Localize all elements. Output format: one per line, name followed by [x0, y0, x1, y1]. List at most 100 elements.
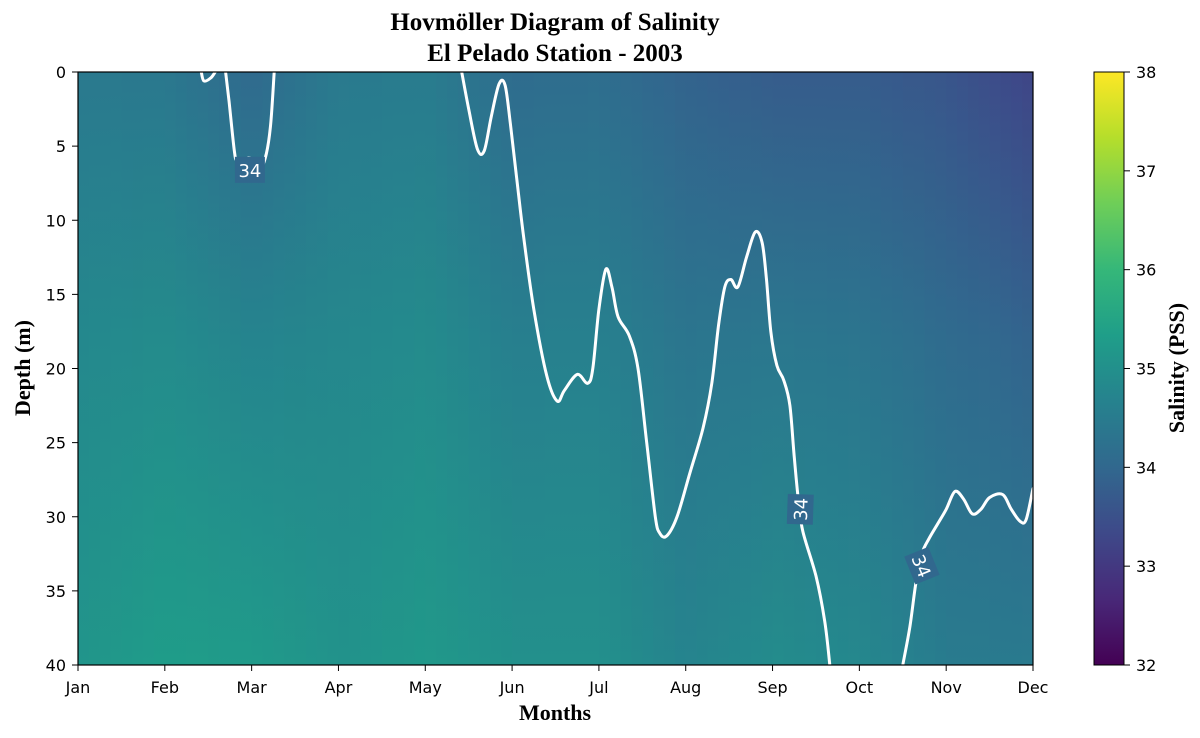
heatmap-column — [262, 72, 274, 665]
heatmap-column — [1000, 72, 1012, 665]
heatmap-column — [468, 72, 481, 665]
chart-title-line-2: El Pelado Station - 2003 — [427, 40, 683, 67]
heatmap-column — [1022, 72, 1033, 665]
heatmap-column — [609, 72, 622, 665]
x-tick-label: Nov — [931, 678, 962, 697]
heatmap-column — [783, 72, 795, 665]
heatmap-column — [381, 72, 394, 665]
heatmap-column — [848, 72, 860, 665]
heatmap-column — [338, 72, 350, 665]
contour-line-segment-3 — [460, 72, 832, 665]
heatmap-column — [544, 72, 557, 665]
y-tick-label: 20 — [46, 360, 66, 379]
heatmap-column — [132, 72, 144, 665]
chart-title-line-1: Hovmöller Diagram of Salinity — [390, 9, 720, 36]
heatmap-column — [946, 72, 958, 665]
x-tick-label: Sep — [757, 678, 787, 697]
heatmap-column — [436, 72, 448, 665]
heatmap-column — [881, 72, 893, 665]
heatmap-column — [121, 72, 133, 665]
heatmap-column — [815, 72, 828, 665]
heatmap-column — [924, 72, 936, 665]
y-tick-label: 35 — [46, 582, 66, 601]
heatmap-column — [761, 72, 774, 665]
heatmap-column — [577, 72, 589, 665]
heatmap-column — [957, 72, 969, 665]
heatmap-column — [555, 72, 567, 665]
x-tick-label: Jun — [499, 678, 525, 697]
heatmap-column — [219, 72, 231, 665]
heatmap-column — [392, 72, 405, 665]
heatmap-column — [696, 72, 709, 665]
heatmap-column — [371, 72, 383, 665]
x-tick-label: Aug — [670, 678, 701, 697]
heatmap-column — [414, 72, 426, 665]
heatmap-column — [186, 72, 198, 665]
heatmap-column — [490, 72, 502, 665]
x-tick-label: May — [409, 678, 442, 697]
heatmap-column — [913, 72, 926, 665]
contour-label-2: 34 — [786, 493, 814, 525]
heatmap-column — [327, 72, 340, 665]
x-tick-label: Feb — [151, 678, 179, 697]
heatmap-column — [978, 72, 991, 665]
heatmap-column — [99, 72, 112, 665]
heatmap-column — [360, 72, 372, 665]
heatmap-column — [837, 72, 850, 665]
heatmap-column — [653, 72, 665, 665]
heatmap-column — [750, 72, 763, 665]
colorbar-label: Salinity (PSS) — [1164, 303, 1189, 433]
heatmap-column — [251, 72, 264, 665]
heatmap-column — [164, 72, 177, 665]
heatmap-column — [598, 72, 611, 665]
heatmap-column — [88, 72, 101, 665]
heatmap-column — [989, 72, 1002, 665]
heatmap-column — [794, 72, 806, 665]
contour-label-mask — [234, 156, 265, 183]
heatmap-column — [522, 72, 535, 665]
y-tick-label: 5 — [56, 137, 66, 156]
colorbar — [1093, 71, 1125, 666]
heatmap-column — [349, 72, 361, 665]
x-axis-ticks: Jan Feb Mar Apr May Jun Jul Aug Sep Oct Nov Dec — [65, 665, 1049, 697]
x-tick-label: Dec — [1018, 678, 1049, 697]
heatmap-column — [664, 72, 676, 665]
heatmap-column — [446, 72, 459, 665]
contour-label-1: 34 — [234, 156, 265, 183]
heatmap-column — [501, 72, 513, 665]
colorbar-tick-label: 35 — [1136, 360, 1156, 379]
contour-label-text: 34 — [791, 498, 813, 522]
colorbar-ticks: 32 33 34 35 36 37 38 — [1124, 63, 1156, 675]
y-tick-label: 0 — [56, 63, 66, 82]
heatmap-column — [891, 72, 904, 665]
heatmap-column — [457, 72, 470, 665]
contour-label-mask — [786, 493, 814, 525]
heatmap-column — [110, 72, 123, 665]
heatmap-column — [826, 72, 839, 665]
x-tick-label: Jan — [65, 678, 91, 697]
heatmap-column — [718, 72, 730, 665]
heatmap-column — [316, 72, 329, 665]
x-tick-label: Oct — [846, 678, 874, 697]
heatmap-column — [153, 72, 166, 665]
y-tick-label: 40 — [46, 656, 66, 675]
colorbar-tick-label: 33 — [1136, 557, 1156, 576]
heatmap-column — [425, 72, 437, 665]
salinity-heatmap — [78, 72, 1033, 665]
contour-label-mask — [904, 546, 940, 585]
heatmap-column — [729, 72, 741, 665]
heatmap-column — [967, 72, 980, 665]
heatmap-column — [935, 72, 947, 665]
y-axis-ticks: 0 5 10 15 20 25 30 35 40 — [46, 63, 78, 675]
heatmap-column — [859, 72, 871, 665]
heatmap-column — [512, 72, 524, 665]
heatmap-column — [685, 72, 698, 665]
colorbar-tick-label: 36 — [1136, 261, 1156, 280]
heatmap-column — [479, 72, 491, 665]
x-tick-label: Jul — [588, 678, 608, 697]
x-tick-label: Mar — [237, 678, 268, 697]
heatmap-column — [805, 72, 817, 665]
colorbar-tick-label: 37 — [1136, 162, 1156, 181]
colorbar-tick-label: 38 — [1136, 63, 1156, 82]
